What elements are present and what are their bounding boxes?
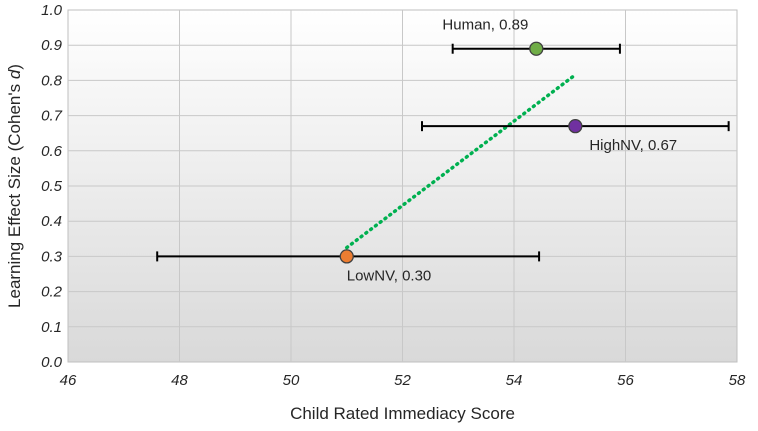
y-tick-label: 0.5 bbox=[41, 178, 63, 195]
x-axis-title: Child Rated Immediacy Score bbox=[290, 404, 515, 423]
grid-lines bbox=[68, 10, 737, 362]
y-tick-label: 0.3 bbox=[41, 248, 63, 265]
y-tick-label: 0.0 bbox=[41, 354, 63, 371]
x-tick-label: 58 bbox=[729, 372, 746, 389]
x-tick-label: 54 bbox=[506, 372, 523, 389]
data-point-human bbox=[529, 41, 544, 56]
y-tick-label: 1.0 bbox=[41, 2, 63, 19]
point-labels: Human, 0.89 HighNV, 0.67 LowNV, 0.30 bbox=[347, 17, 677, 285]
x-tick-label: 50 bbox=[283, 372, 300, 389]
x-tick-labels: 46 48 50 52 54 56 58 bbox=[60, 372, 746, 389]
y-axis-title: Learning Effect Size (Cohen's d) bbox=[5, 64, 24, 308]
data-points bbox=[339, 41, 583, 264]
y-tick-label: 0.6 bbox=[41, 143, 63, 160]
point-label-highnv: HighNV, 0.67 bbox=[589, 137, 677, 154]
y-tick-label: 0.8 bbox=[41, 72, 63, 89]
x-tick-label: 48 bbox=[171, 372, 188, 389]
trendline-group bbox=[345, 75, 575, 250]
y-tick-label: 0.1 bbox=[41, 319, 62, 336]
data-point-highnv bbox=[568, 119, 583, 134]
point-label-human: Human, 0.89 bbox=[442, 17, 528, 34]
y-tick-label: 0.2 bbox=[41, 284, 63, 301]
y-tick-label: 0.9 bbox=[41, 37, 63, 54]
y-tick-labels: 0.0 0.1 0.2 0.3 0.4 0.5 0.6 0.7 0.8 0.9 1.0 bbox=[41, 2, 63, 371]
y-tick-label: 0.7 bbox=[41, 108, 63, 125]
x-tick-label: 52 bbox=[394, 372, 411, 389]
data-point-lownv bbox=[339, 249, 354, 264]
x-tick-label: 46 bbox=[60, 372, 77, 389]
trendline bbox=[345, 75, 575, 250]
x-tick-label: 56 bbox=[617, 372, 634, 389]
point-label-lownv: LowNV, 0.30 bbox=[347, 267, 432, 284]
y-tick-label: 0.4 bbox=[41, 213, 62, 230]
